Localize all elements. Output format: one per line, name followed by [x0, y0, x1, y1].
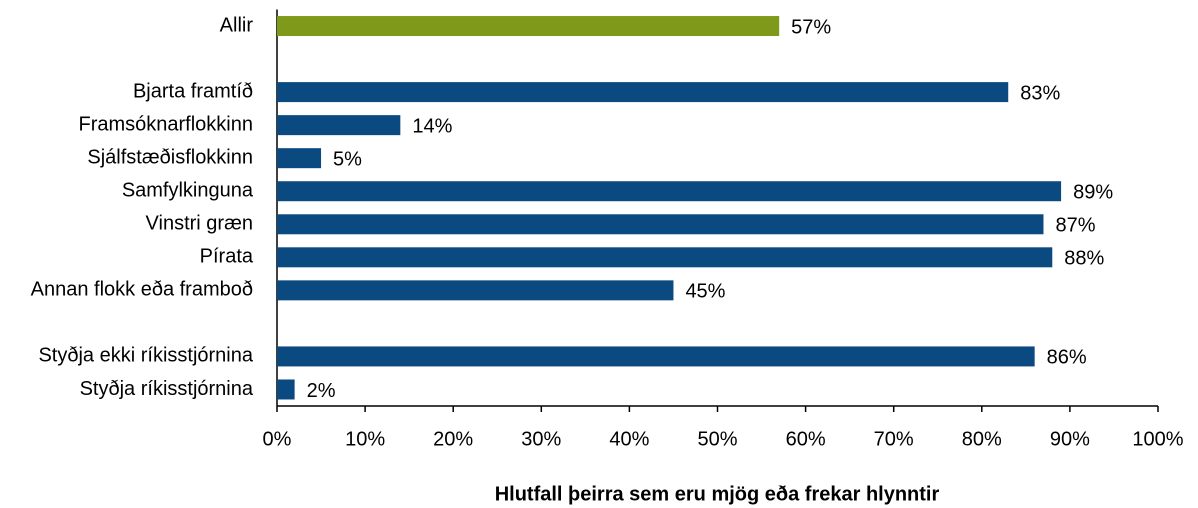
bar — [277, 214, 1044, 235]
y-tick-label: Styðja ekki ríkisstjórnina — [38, 345, 253, 367]
bar — [277, 82, 1009, 103]
x-tick-label: 30% — [521, 428, 561, 450]
value-label: 83% — [1020, 82, 1060, 104]
value-label: 5% — [333, 148, 362, 170]
value-label: 57% — [791, 16, 831, 38]
value-label: 45% — [685, 281, 725, 303]
y-tick-label: Sjálfstæðisflokkinn — [87, 146, 253, 168]
x-tick-label: 90% — [1050, 428, 1090, 450]
value-label: 89% — [1073, 182, 1113, 204]
y-tick-label: Annan flokk eða framboð — [31, 279, 253, 301]
bar — [277, 346, 1035, 367]
x-tick-label: 40% — [609, 428, 649, 450]
y-tick-label: Vinstri græn — [146, 213, 253, 235]
x-axis-title: Hlutfall þeirra sem eru mjög eða frekar … — [495, 483, 940, 505]
y-tick-label: Styðja ríkisstjórnina — [80, 378, 254, 400]
bar — [277, 16, 780, 37]
y-tick-label: Allir — [220, 14, 254, 36]
x-tick-label: 10% — [345, 428, 385, 450]
bar — [277, 181, 1062, 202]
bar — [277, 247, 1053, 268]
y-tick-label: Framsóknarflokkinn — [78, 113, 253, 135]
bar — [277, 148, 322, 169]
bar — [277, 115, 401, 136]
x-tick-label: 80% — [962, 428, 1002, 450]
y-tick-label: Samfylkinguna — [122, 180, 254, 202]
value-label: 88% — [1064, 248, 1104, 270]
x-tick-label: 100% — [1132, 428, 1183, 450]
value-label: 2% — [307, 380, 336, 402]
value-label: 87% — [1055, 215, 1095, 237]
x-tick-label: 60% — [786, 428, 826, 450]
x-tick-label: 70% — [874, 428, 914, 450]
y-tick-label: Bjarta framtíð — [133, 80, 253, 102]
bar — [277, 379, 295, 400]
x-tick-label: 20% — [433, 428, 473, 450]
bar — [277, 280, 674, 301]
y-tick-label: Pírata — [200, 246, 254, 268]
value-label: 86% — [1047, 347, 1087, 369]
x-tick-label: 50% — [697, 428, 737, 450]
value-label: 14% — [412, 115, 452, 137]
x-tick-label: 0% — [263, 428, 292, 450]
